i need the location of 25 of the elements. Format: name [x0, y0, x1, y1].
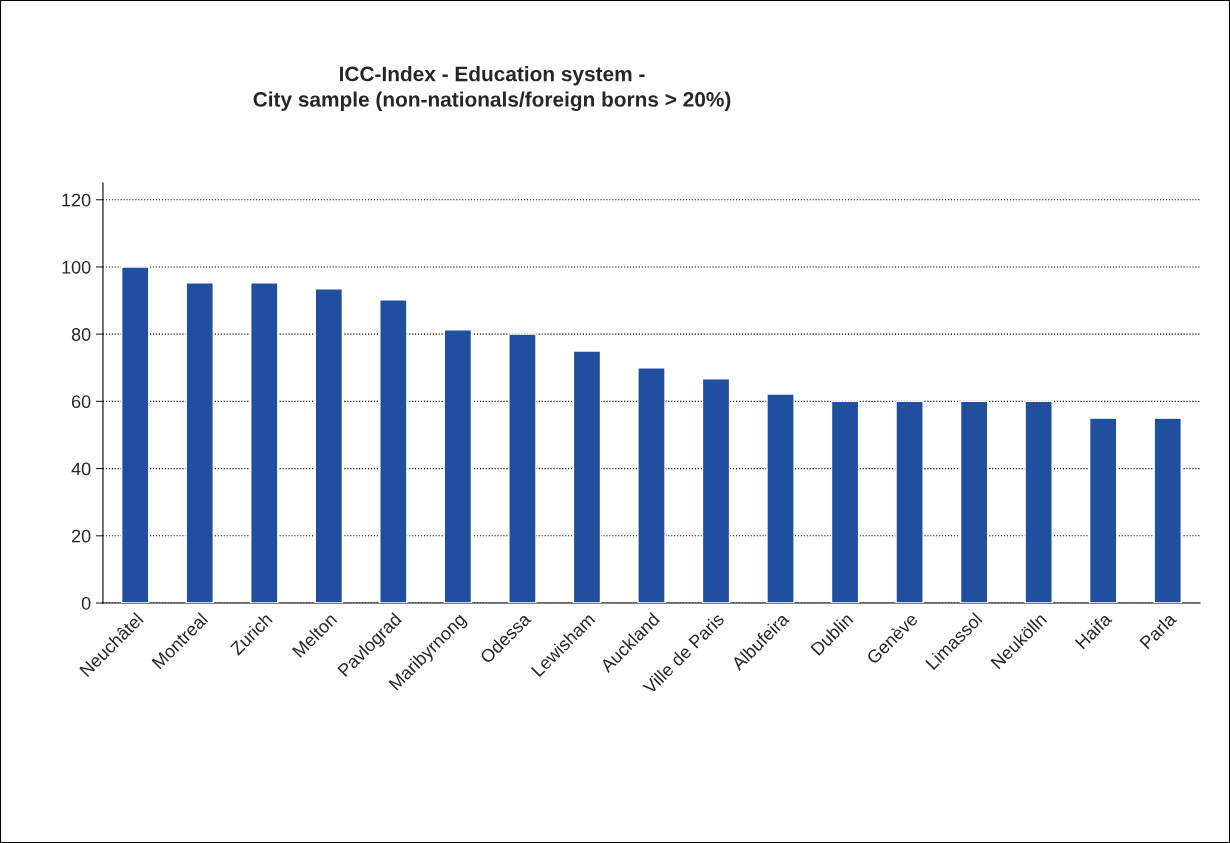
bar [766, 393, 795, 603]
bar [185, 282, 214, 603]
bar [959, 400, 989, 603]
bar [572, 350, 602, 603]
bar [895, 400, 924, 603]
bar [443, 329, 473, 603]
y-tick-label: 60 [71, 395, 91, 409]
bar [637, 367, 666, 603]
bar [1024, 400, 1053, 603]
y-tick-label: 100 [62, 260, 91, 274]
bar [120, 266, 150, 603]
bar [250, 282, 279, 603]
y-tick-label: 0 [81, 596, 91, 610]
y-tick-label: 80 [71, 328, 91, 341]
bar [701, 378, 731, 603]
y-tick-label: 40 [71, 462, 91, 476]
y-tick-label: 20 [71, 529, 91, 543]
bar [379, 299, 408, 603]
bar [1088, 417, 1118, 603]
bar [830, 400, 860, 603]
chart-title: ICC-Index - Education system - City sample (non-nationals/foreign borns > 20%) [253, 66, 731, 111]
bar [508, 333, 537, 603]
bar [314, 288, 344, 603]
y-tick-label: 120 [62, 193, 91, 207]
bar [1153, 417, 1182, 603]
